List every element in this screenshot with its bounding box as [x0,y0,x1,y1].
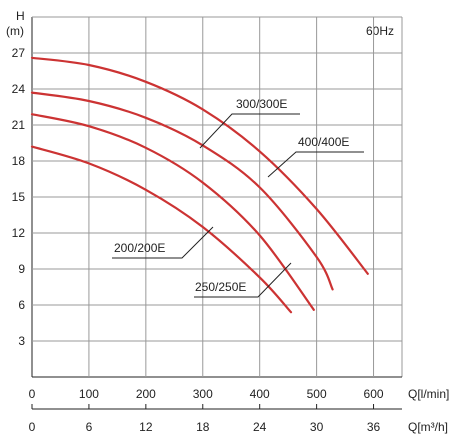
curve-300-300e [30,91,334,291]
x-tick-label: 0 [29,387,36,401]
series-label-250-250e: 250/250E [195,280,246,294]
x-tick-label: 500 [307,387,327,401]
y-axis-unit: (m) [6,24,24,38]
x2-tick-label: 0 [29,420,36,434]
y-tick-label: 24 [12,82,26,96]
x2-tick-label: 36 [367,420,381,434]
curve-250-250e [30,113,315,311]
series-label-300-300e: 300/300E [236,97,287,111]
leader-250-250e [194,262,292,298]
y-tick-label: 15 [12,190,26,204]
grid [31,16,403,410]
y-tick-label: 27 [12,46,26,60]
x-tick-label: 600 [364,387,384,401]
leader-400-400e [267,151,364,178]
y-tick-label: 21 [12,118,26,132]
y-tick-label: 18 [12,154,26,168]
y-tick-label: 12 [12,226,26,240]
y-tick-label: 3 [18,334,25,348]
callouts: 200/200E 250/250E 300/300E 400/400E [112,97,364,298]
curve-400-400e [30,56,369,275]
x-axis-secondary-label: Q[m³/h] [408,420,448,434]
x-tick-label: 300 [193,387,213,401]
y-axis-label: H [16,9,25,23]
curves [30,56,369,314]
y-tick-label: 9 [18,262,25,276]
x2-tick-label: 24 [253,420,267,434]
x-axis-primary-label: Q[l/min] [408,387,449,401]
leader-300-300e [199,113,300,149]
y-tick-label: 6 [18,298,25,312]
series-label-200-200e: 200/200E [114,241,165,255]
x2-tick-label: 30 [310,420,324,434]
x2-tick-label: 12 [139,420,153,434]
x2-tick-label: 18 [196,420,210,434]
frequency-annotation: 60Hz [366,24,394,38]
x-tick-label: 400 [250,387,270,401]
x-tick-label: 200 [136,387,156,401]
curve-200-200e [30,145,293,314]
x2-tick-label: 6 [86,420,93,434]
leader-200-200e [112,226,214,259]
x-tick-label: 100 [79,387,99,401]
series-label-400-400e: 400/400E [298,135,349,149]
